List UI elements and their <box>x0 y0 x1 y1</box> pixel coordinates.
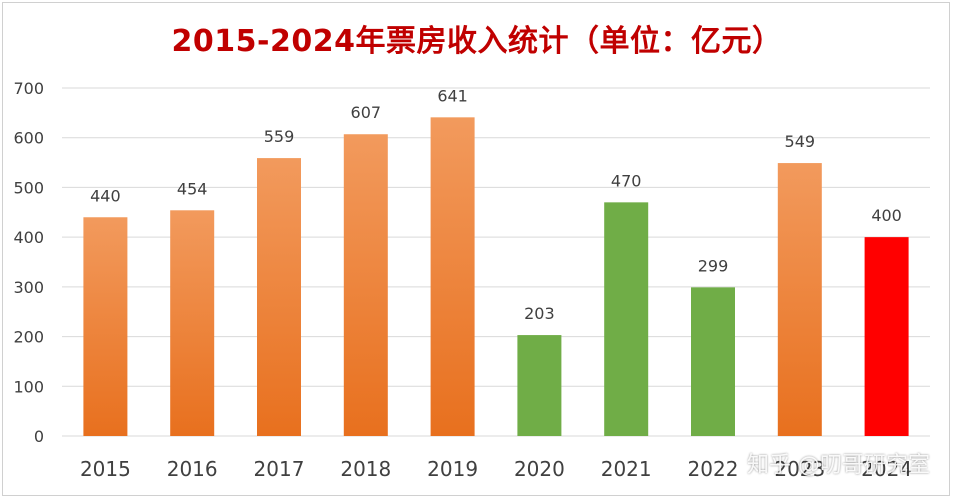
data-label-2023: 549 <box>785 132 816 151</box>
data-label-2018: 607 <box>351 103 382 122</box>
x-axis: 2015 2016 2017 2018 2019 2020 2021 2022 2023 2024 <box>80 457 912 481</box>
x-tick-label-2015: 2015 <box>80 457 131 481</box>
x-tick-label-2018: 2018 <box>340 457 391 481</box>
bar-2021 <box>604 202 649 436</box>
data-labels: 440 454 559 607 641 203 470 299 549 400 <box>90 86 902 323</box>
bar-2017 <box>257 158 301 436</box>
x-tick-label-2024: 2024 <box>861 457 912 481</box>
y-tick-label: 700 <box>13 79 44 98</box>
data-label-2017: 559 <box>264 127 295 146</box>
bar-2016 <box>170 210 215 436</box>
x-tick-label-2019: 2019 <box>427 457 478 481</box>
data-label-2019: 641 <box>437 86 468 105</box>
y-tick-label: 100 <box>13 377 44 396</box>
x-tick-label-2021: 2021 <box>601 457 652 481</box>
bar-2024 <box>864 237 909 436</box>
x-tick-label-2022: 2022 <box>688 457 739 481</box>
bar-2018 <box>343 134 388 436</box>
bars <box>83 117 909 437</box>
data-label-2024: 400 <box>871 206 902 225</box>
bar-2023 <box>777 163 822 436</box>
x-tick-label-2016: 2016 <box>167 457 218 481</box>
chart-title: 2015-2024年票房收入统计（单位：亿元） <box>171 24 783 59</box>
watermark: 知乎 @叨哥研究室 <box>747 453 930 478</box>
data-label-2020: 203 <box>524 304 555 323</box>
data-label-2021: 470 <box>611 171 642 190</box>
bar-2019 <box>430 117 475 437</box>
x-tick-label-2020: 2020 <box>514 457 565 481</box>
data-label-2022: 299 <box>698 256 729 275</box>
data-label-2015: 440 <box>90 186 121 205</box>
bar-2022 <box>691 287 735 436</box>
y-tick-label: 0 <box>34 427 44 446</box>
y-tick-label: 500 <box>13 178 44 197</box>
bar-2015 <box>83 217 128 436</box>
y-tick-label: 200 <box>13 328 44 347</box>
y-tick-label: 300 <box>13 278 44 297</box>
y-tick-label: 600 <box>13 129 44 148</box>
data-label-2016: 454 <box>177 179 208 198</box>
y-axis: 0 100 200 300 400 500 600 700 <box>13 79 44 446</box>
x-tick-label-2023: 2023 <box>774 457 825 481</box>
bar-2020 <box>517 335 562 436</box>
y-tick-label: 400 <box>13 228 44 247</box>
x-tick-label-2017: 2017 <box>254 457 305 481</box>
